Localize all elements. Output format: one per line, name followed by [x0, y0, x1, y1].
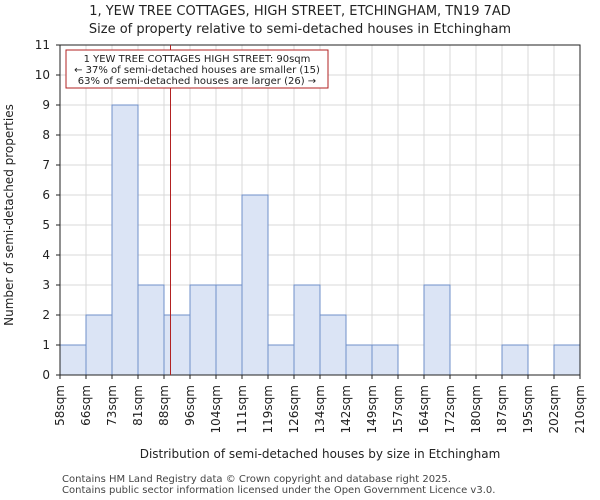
property-annotation: 1 YEW TREE COTTAGES HIGH STREET: 90sqm ←…	[65, 49, 329, 89]
bar-202sqm	[553, 344, 581, 376]
y-tick-label: 4	[42, 248, 50, 262]
y-tick-label: 1	[42, 338, 50, 352]
bar-134sqm	[319, 314, 347, 376]
bar-73sqm	[111, 104, 139, 376]
x-tick-label: 202sqm	[547, 385, 561, 433]
bar-81sqm	[137, 284, 165, 376]
x-tick-label: 187sqm	[495, 385, 509, 433]
bar-164sqm	[423, 284, 451, 376]
y-tick-label: 9	[42, 98, 50, 112]
bar-187sqm	[501, 344, 529, 376]
y-tick-label: 10	[35, 68, 50, 82]
bar-149sqm	[371, 344, 399, 376]
bar-96sqm	[189, 284, 217, 376]
chart-title: 1, YEW TREE COTTAGES, HIGH STREET, ETCHI…	[89, 4, 511, 19]
x-tick-label: 73sqm	[105, 385, 119, 426]
x-tick-label: 111sqm	[235, 385, 249, 433]
annotation-box	[65, 49, 329, 89]
x-tick-label: 195sqm	[521, 385, 535, 433]
annotation-line-3: 63% of semi-detached houses are larger (…	[78, 76, 316, 87]
bar-104sqm	[215, 284, 243, 376]
x-tick-label: 180sqm	[469, 385, 483, 433]
x-tick-label: 142sqm	[339, 385, 353, 433]
x-tick-label: 172sqm	[443, 385, 457, 433]
annotation-line-2: ← 37% of semi-detached houses are smalle…	[74, 65, 320, 76]
x-axis-label: Distribution of semi-detached houses by …	[140, 447, 501, 461]
x-tick-label: 66sqm	[79, 385, 93, 426]
y-axis-label: Number of semi-detached properties	[2, 104, 16, 326]
footer-line-1: Contains HM Land Registry data © Crown c…	[62, 474, 451, 485]
x-tick-labels: 58sqm 66sqm 73sqm 81sqm 88sqm 96sqm 104sqm 111s…	[53, 375, 587, 433]
x-tick-label: 88sqm	[157, 385, 171, 426]
footer-line-2: Contains public sector information licen…	[62, 485, 496, 496]
bar-88sqm	[163, 314, 191, 376]
x-tick-label: 126sqm	[287, 385, 301, 433]
y-tick-label: 6	[42, 188, 50, 202]
bar-126sqm	[293, 284, 321, 376]
y-tick-label: 0	[42, 368, 50, 382]
x-tick-label: 81sqm	[131, 385, 145, 426]
x-tick-label: 96sqm	[183, 385, 197, 426]
x-tick-label: 58sqm	[53, 385, 67, 426]
y-tick-label: 2	[42, 308, 50, 322]
x-tick-label: 210sqm	[573, 385, 587, 433]
y-tick-label: 3	[42, 278, 50, 292]
x-tick-label: 164sqm	[417, 385, 431, 433]
bar-142sqm	[345, 344, 373, 376]
x-tick-label: 104sqm	[209, 385, 223, 433]
y-tick-label: 8	[42, 128, 50, 142]
annotation-line-1: 1 YEW TREE COTTAGES HIGH STREET: 90sqm	[84, 54, 311, 65]
bar-111sqm	[241, 194, 269, 376]
bars	[59, 104, 581, 376]
y-tick-labels: 0 1 2 3 4 5 6 7 8 9 10 11	[35, 38, 60, 382]
bar-119sqm	[267, 344, 295, 376]
x-tick-label: 157sqm	[391, 385, 405, 433]
y-tick-label: 11	[35, 38, 50, 52]
y-tick-label: 5	[42, 218, 50, 232]
bar-66sqm	[85, 314, 113, 376]
x-tick-label: 149sqm	[365, 385, 379, 433]
chart-subtitle: Size of property relative to semi-detach…	[89, 22, 511, 37]
x-tick-label: 134sqm	[313, 385, 327, 433]
bar-58sqm	[59, 344, 87, 376]
x-tick-label: 119sqm	[261, 385, 275, 433]
y-tick-label: 7	[42, 158, 50, 172]
